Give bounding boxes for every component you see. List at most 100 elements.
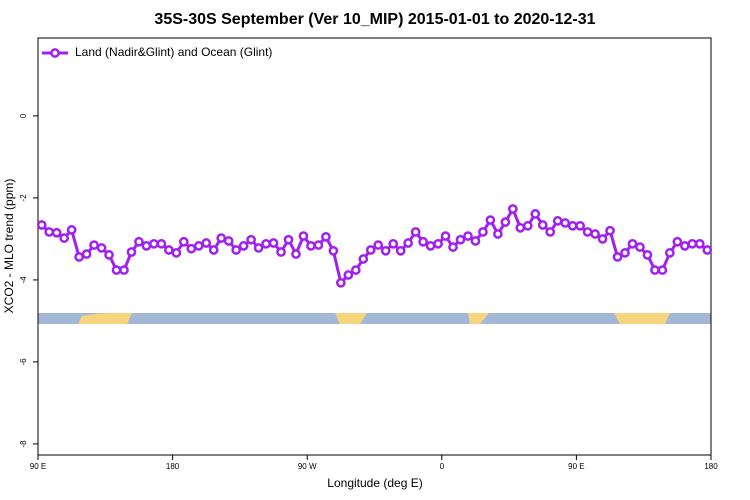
data-point <box>156 238 167 249</box>
data-point <box>530 209 541 219</box>
data-point <box>306 241 316 251</box>
data-point <box>567 220 578 231</box>
data-point <box>261 238 271 249</box>
legend-marker <box>50 48 60 58</box>
data-point <box>276 247 286 257</box>
data-point <box>440 231 451 241</box>
data-point <box>403 238 413 248</box>
data-point <box>433 238 443 249</box>
x-tick-label: 180 <box>704 462 718 471</box>
data-point <box>104 250 114 260</box>
data-point <box>223 236 234 246</box>
data-point <box>500 217 511 227</box>
data-point <box>635 242 645 252</box>
y-axis-label: XCO2 - MLO trend (ppm) <box>2 179 16 314</box>
data-point <box>470 236 481 246</box>
data-point <box>141 241 152 251</box>
data-point <box>343 270 354 280</box>
data-point <box>507 204 518 214</box>
data-point <box>336 277 346 288</box>
data-point <box>111 265 122 275</box>
data-point <box>679 241 690 251</box>
data-point <box>313 240 324 250</box>
chart-title: 35S-30S September (Ver 10_MIP) 2015-01-0… <box>154 11 595 28</box>
data-point <box>358 254 369 264</box>
data-point <box>537 220 548 230</box>
data-point <box>321 232 331 242</box>
data-point <box>193 241 204 251</box>
data-point <box>36 220 47 230</box>
data-point <box>582 227 593 237</box>
x-tick-label: 0 <box>440 462 445 471</box>
data-point <box>425 241 436 251</box>
data-point <box>605 225 615 236</box>
data-point <box>597 234 608 244</box>
data-point <box>51 227 62 238</box>
data-point <box>515 222 526 233</box>
data-point <box>96 243 107 253</box>
data-point <box>283 234 294 245</box>
data-point <box>575 220 585 231</box>
data-point <box>89 240 99 250</box>
y-tick-label: 0 <box>19 113 28 118</box>
data-point <box>380 245 391 256</box>
data-point <box>171 248 182 258</box>
data-point <box>268 238 279 248</box>
x-tick-label: 90 W <box>298 462 317 471</box>
data-point <box>650 265 660 275</box>
data-point <box>694 238 705 249</box>
x-tick-label: 90 E <box>568 462 584 471</box>
data-point <box>590 229 600 239</box>
data-point <box>231 245 242 255</box>
data-point <box>216 233 227 243</box>
data-point <box>59 233 70 243</box>
data-point <box>642 250 653 260</box>
data-point <box>545 227 556 237</box>
data-point <box>478 227 488 237</box>
data-point <box>178 236 189 247</box>
x-tick-label: 180 <box>166 462 180 471</box>
plot-frame <box>37 37 712 456</box>
data-point <box>373 240 384 250</box>
data-point <box>149 238 159 249</box>
data-point <box>493 229 503 239</box>
data-point <box>627 238 638 249</box>
data-point <box>66 225 77 235</box>
data-point <box>365 245 376 255</box>
data-point <box>74 252 84 262</box>
data-point <box>246 234 256 245</box>
data-point <box>687 238 698 249</box>
y-tick-label: -6 <box>19 358 28 366</box>
x-tick-label: 90 E <box>30 462 46 471</box>
land-ocean-strip <box>38 313 711 324</box>
data-point <box>291 249 301 259</box>
data-point <box>119 265 129 275</box>
data-point <box>238 241 249 251</box>
data-point <box>672 236 683 247</box>
data-point <box>81 249 92 259</box>
data-point <box>552 216 563 226</box>
data-point <box>328 245 339 256</box>
data-point <box>560 218 571 228</box>
data-point <box>448 242 458 252</box>
data-point <box>395 245 406 256</box>
data-point <box>612 252 623 262</box>
data-point <box>253 243 264 253</box>
data-point <box>410 227 421 237</box>
x-axis-label: Longitude (deg E) <box>327 476 422 490</box>
data-point <box>620 248 630 258</box>
data-point <box>702 245 713 255</box>
y-tick-label: -8 <box>19 440 28 448</box>
data-point <box>208 245 219 255</box>
data-point <box>350 265 361 275</box>
legend-label: Land (Nadir&Glint) and Ocean (Glint) <box>75 45 272 59</box>
y-tick-label: -4 <box>19 276 28 284</box>
y-tick-label: -2 <box>19 194 28 202</box>
data-point <box>665 248 675 258</box>
data-point <box>463 231 473 241</box>
data-point <box>657 265 668 275</box>
data-point <box>201 238 212 248</box>
data-point <box>164 245 174 255</box>
